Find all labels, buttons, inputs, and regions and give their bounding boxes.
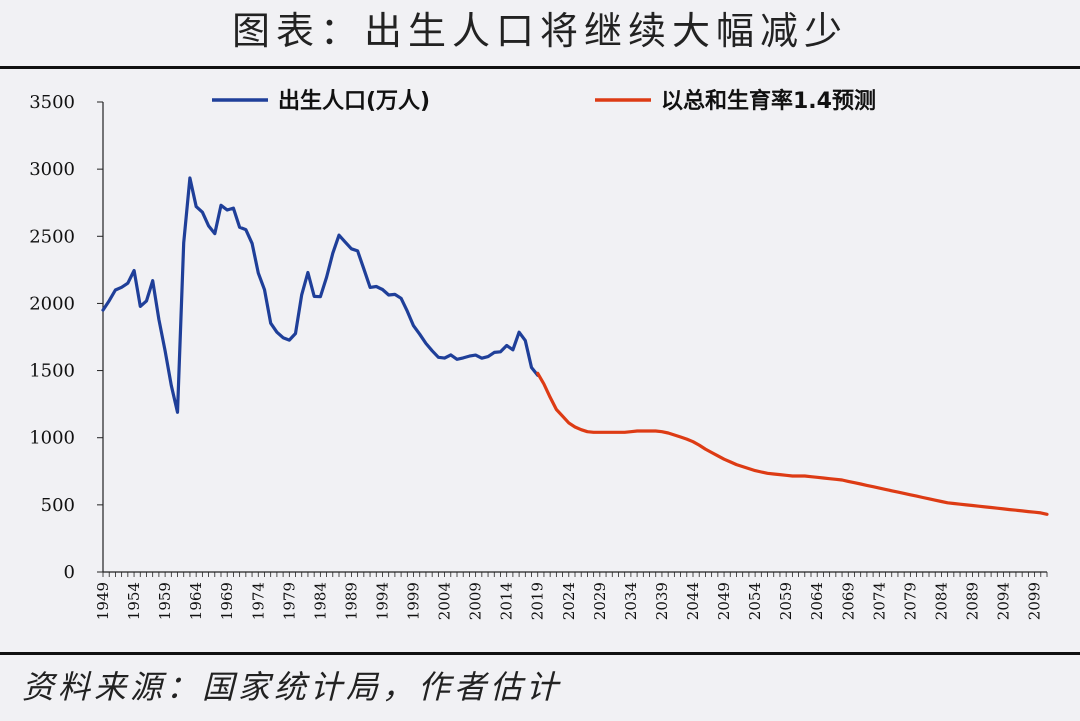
- x-tick-label: 2009: [467, 582, 485, 620]
- x-tick-label: 2039: [653, 582, 671, 620]
- x-tick-label: 2004: [436, 582, 454, 620]
- x-tick-label: 2029: [591, 582, 609, 620]
- x-tick-label: 2049: [715, 582, 733, 620]
- x-tick-label: 1979: [280, 582, 298, 620]
- y-tick-label: 1500: [29, 361, 75, 382]
- x-tick-label: 1954: [125, 582, 143, 620]
- x-tick-label: 2034: [622, 582, 640, 620]
- x-tick-label: 1949: [94, 582, 112, 620]
- x-tick-label: 2074: [870, 582, 888, 620]
- legend-forecast-label: 以总和生育率1.4预测: [661, 88, 876, 114]
- x-tick-label: 1964: [187, 582, 205, 620]
- x-tick-label: 2014: [498, 582, 516, 620]
- source-note: 资料来源：国家统计局，作者估计: [22, 668, 563, 706]
- x-tick-label: 2054: [746, 582, 764, 620]
- x-tick-label: 1994: [373, 582, 391, 620]
- top-divider: [0, 66, 1080, 69]
- y-tick-label: 1000: [29, 428, 75, 449]
- y-tick-label: 2500: [29, 226, 75, 247]
- x-tick-label: 2044: [684, 582, 702, 620]
- x-tick-label: 2064: [808, 582, 826, 620]
- bottom-divider: [0, 652, 1080, 655]
- x-tick-label: 2069: [839, 582, 857, 620]
- y-tick-label: 0: [64, 562, 75, 583]
- x-tick-label: 1984: [311, 582, 329, 620]
- x-tick-label: 2084: [932, 582, 950, 620]
- y-tick-label: 2000: [29, 293, 75, 314]
- y-tick-label: 500: [41, 495, 75, 516]
- x-tick-label: 2089: [963, 582, 981, 620]
- series-line-actual: [101, 176, 540, 414]
- x-tick-label: 2024: [560, 582, 578, 620]
- page-title: 图表：出生人口将继续大幅减少: [231, 9, 848, 53]
- y-tick-label: 3500: [29, 92, 75, 113]
- x-tick-label: 2019: [529, 582, 547, 620]
- x-tick-label: 1959: [156, 582, 174, 620]
- x-tick-label: 2079: [901, 582, 919, 620]
- x-tick-label: 1999: [405, 582, 423, 620]
- x-tick-label: 1969: [218, 582, 236, 620]
- y-tick-label: 3000: [29, 159, 75, 180]
- legend-actual-label: 出生人口(万人): [278, 89, 430, 114]
- series-line-forecast: [536, 371, 1049, 516]
- x-tick-label: 1989: [342, 582, 360, 620]
- x-tick-label: 2059: [777, 582, 795, 620]
- x-tick-label: 2094: [995, 582, 1013, 620]
- x-tick-label: 2099: [1026, 582, 1044, 620]
- x-tick-label: 1974: [249, 582, 267, 620]
- birth-population-chart: 0 500 1000 1500 2000 2500 3000 3500 1949 1954 1959…: [29, 88, 1049, 620]
